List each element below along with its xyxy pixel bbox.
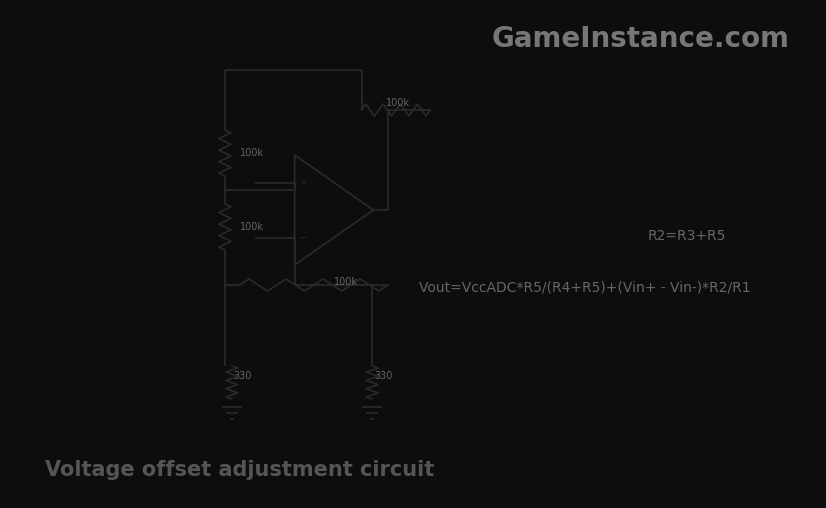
Text: 330: 330	[374, 371, 392, 381]
Text: R2=R3+R5: R2=R3+R5	[648, 229, 726, 243]
Text: Vout=VccADC*R5/(R4+R5)+(Vin+ - Vin-)*R2/R1: Vout=VccADC*R5/(R4+R5)+(Vin+ - Vin-)*R2/…	[419, 280, 751, 294]
Text: +: +	[298, 177, 306, 187]
Text: 100k: 100k	[240, 222, 263, 232]
Text: 100k: 100k	[386, 98, 410, 108]
Text: 100k: 100k	[240, 148, 263, 158]
Text: 100k: 100k	[334, 277, 358, 287]
Text: −: −	[298, 233, 306, 242]
Text: GameInstance.com: GameInstance.com	[492, 24, 790, 53]
Text: Voltage offset adjustment circuit: Voltage offset adjustment circuit	[45, 460, 434, 480]
Text: 330: 330	[234, 371, 252, 381]
